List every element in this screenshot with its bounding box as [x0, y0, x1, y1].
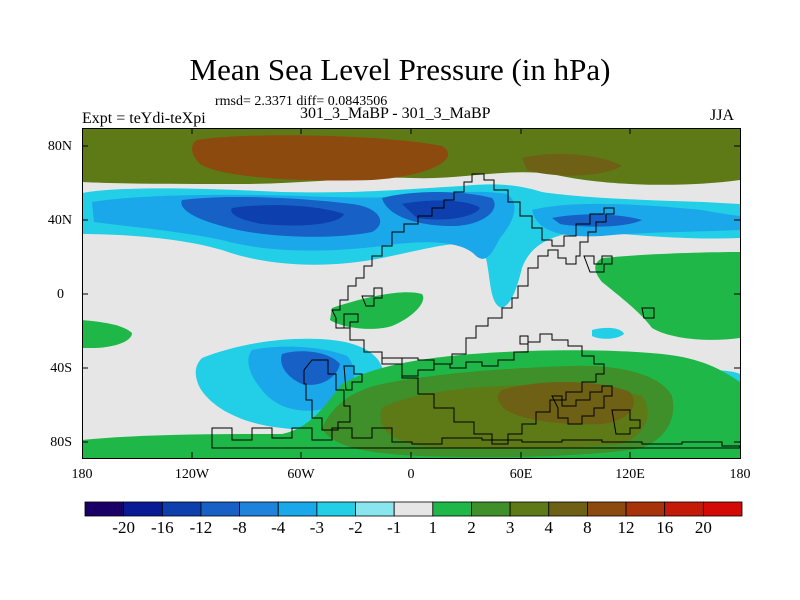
colorbar-swatch: [702, 501, 743, 517]
colorbar-swatch: [316, 501, 356, 517]
experiment-label: Expt = teYdi-teXpi: [82, 110, 206, 127]
colorbar-labels: -20 -16 -12 -8 -4 -3 -2 -1 1 2 3 4 8 12 16 20: [84, 516, 744, 540]
colorbar-swatch: [471, 501, 511, 517]
coastlines: [211, 173, 741, 449]
asia-low-core: [552, 214, 642, 227]
colorbar-swatch: [161, 501, 202, 517]
colorbar-swatch: [393, 501, 434, 517]
colorbar-label: 8: [583, 518, 592, 537]
colorbar-swatch: [277, 501, 318, 517]
colorbar-swatch: [200, 501, 240, 517]
colorbar: [84, 501, 743, 517]
atlantic-patch: [330, 292, 424, 329]
colorbar-label: -4: [271, 518, 286, 537]
stats-text: rmsd= 2.3371 diff= 0.0843506: [215, 94, 388, 109]
tropic-patch-west: [82, 320, 132, 348]
colorbar-label: 16: [656, 518, 674, 537]
colorbar-label: -12: [189, 518, 213, 537]
lon-tick-label: 60W: [287, 467, 315, 482]
colorbar-swatch: [548, 501, 588, 517]
colorbar-label: 3: [505, 518, 515, 537]
lon-tick-label: 180: [729, 467, 751, 482]
indian-patch: [595, 252, 740, 340]
season-label: JJA: [709, 107, 734, 124]
colorbar-label: 2: [467, 518, 476, 537]
lat-tick-label: 0: [57, 287, 64, 302]
arctic-high-core: [192, 135, 449, 181]
colorbar-swatch: [509, 501, 550, 517]
colorbar-label: -20: [112, 518, 135, 537]
colorbar-label: -2: [348, 518, 363, 537]
lon-tick-label: 120E: [615, 467, 645, 482]
north-low-core-west: [231, 205, 344, 226]
colorbar-swatch: [664, 501, 704, 517]
pressure-map: [82, 128, 741, 459]
colorbar-swatch: [625, 501, 666, 517]
lon-tick-label: 180: [71, 467, 93, 482]
south-high-core: [497, 381, 634, 425]
lon-tick-label: 0: [407, 467, 415, 482]
indian-patch-minor: [592, 327, 624, 339]
arctic-high-east: [522, 153, 622, 176]
colorbar-swatch: [355, 501, 395, 517]
lat-tick-label: 80S: [50, 435, 72, 450]
colorbar-label: 20: [694, 518, 712, 537]
lat-tick-label: 80N: [47, 139, 72, 154]
plot-title: Mean Sea Level Pressure (in hPa): [189, 52, 611, 87]
lat-tick-label: 40S: [50, 361, 72, 376]
colorbar-swatch: [587, 501, 627, 517]
axis-ticks: [82, 128, 740, 458]
colorbar-label: -8: [232, 518, 247, 537]
colorbar-swatch: [239, 501, 279, 517]
north-low-core-east: [402, 200, 480, 220]
colorbar-label: -3: [309, 518, 324, 537]
lon-tick-label: 120W: [174, 467, 210, 482]
colorbar-swatch: [432, 501, 472, 517]
colorbar-label: -1: [387, 518, 402, 537]
colorbar-label: -16: [150, 518, 174, 537]
colorbar-swatch: [84, 501, 125, 517]
lat-tick-label: 40N: [47, 213, 72, 228]
lon-tick-label: 60E: [509, 467, 533, 482]
colorbar-label: 12: [617, 518, 635, 537]
colorbar-label: 1: [428, 518, 438, 537]
colorbar-label: 4: [544, 518, 554, 537]
runs-label: 301_3_MaBP - 301_3_MaBP: [300, 105, 491, 122]
colorbar-swatch: [123, 501, 163, 517]
